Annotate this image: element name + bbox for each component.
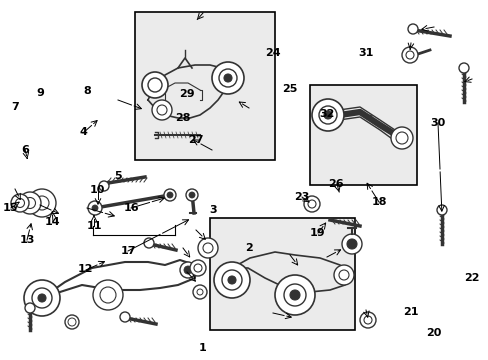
Circle shape (307, 200, 315, 208)
Text: 10: 10 (90, 185, 105, 195)
Circle shape (341, 234, 361, 254)
Circle shape (19, 192, 41, 214)
Circle shape (367, 115, 371, 119)
Circle shape (318, 106, 336, 124)
Circle shape (68, 318, 76, 326)
Bar (209, 218, 354, 330)
Circle shape (120, 312, 130, 322)
Circle shape (189, 192, 195, 198)
Text: 21: 21 (402, 307, 418, 318)
Text: 11: 11 (86, 221, 102, 231)
Circle shape (38, 294, 46, 302)
Circle shape (180, 262, 196, 278)
Circle shape (346, 239, 356, 249)
Circle shape (143, 238, 154, 248)
Text: 26: 26 (328, 179, 344, 189)
Circle shape (214, 262, 249, 298)
Text: 17: 17 (120, 246, 136, 256)
Circle shape (212, 62, 244, 94)
Text: 14: 14 (45, 217, 61, 228)
Circle shape (28, 189, 56, 217)
Circle shape (11, 194, 29, 212)
Text: 5: 5 (114, 171, 122, 181)
Circle shape (304, 196, 319, 212)
Text: 31: 31 (357, 48, 373, 58)
Circle shape (274, 275, 314, 315)
Text: 29: 29 (179, 89, 194, 99)
Circle shape (88, 201, 102, 215)
Text: 3: 3 (208, 204, 216, 215)
Circle shape (359, 312, 375, 328)
Text: 7: 7 (11, 102, 19, 112)
Circle shape (363, 316, 371, 324)
Circle shape (227, 276, 236, 284)
Circle shape (458, 63, 468, 73)
Text: 16: 16 (123, 203, 139, 213)
Text: 20: 20 (426, 328, 441, 338)
Text: 23: 23 (294, 192, 309, 202)
Circle shape (93, 280, 123, 310)
Circle shape (142, 72, 168, 98)
Circle shape (324, 111, 331, 119)
Circle shape (219, 69, 237, 87)
Circle shape (222, 270, 242, 290)
Circle shape (193, 285, 206, 299)
Circle shape (390, 127, 412, 149)
Circle shape (24, 280, 60, 316)
Circle shape (157, 105, 167, 115)
Text: 12: 12 (78, 264, 93, 274)
Text: 8: 8 (83, 86, 91, 96)
Circle shape (311, 99, 343, 131)
Text: 2: 2 (245, 243, 253, 253)
Circle shape (92, 205, 98, 211)
Circle shape (289, 290, 299, 300)
Circle shape (163, 189, 176, 201)
Text: 1: 1 (199, 343, 206, 354)
Circle shape (284, 284, 305, 306)
Text: 28: 28 (175, 113, 191, 123)
Circle shape (99, 181, 109, 191)
Text: 18: 18 (370, 197, 386, 207)
Text: 4: 4 (79, 127, 87, 138)
Text: 24: 24 (264, 48, 280, 58)
Circle shape (100, 287, 116, 303)
Circle shape (436, 205, 446, 215)
Circle shape (65, 315, 79, 329)
Circle shape (25, 303, 35, 313)
Text: 27: 27 (187, 135, 203, 145)
Circle shape (148, 78, 162, 92)
Circle shape (194, 264, 202, 272)
Circle shape (338, 270, 348, 280)
Circle shape (401, 47, 417, 63)
Circle shape (35, 196, 49, 210)
Bar (309, 85, 416, 185)
Circle shape (198, 238, 218, 258)
Text: 9: 9 (36, 88, 44, 98)
Circle shape (407, 24, 417, 34)
Text: 22: 22 (463, 273, 479, 283)
Circle shape (224, 74, 231, 82)
Text: 19: 19 (309, 228, 325, 238)
Circle shape (190, 260, 205, 276)
Circle shape (32, 288, 52, 308)
Text: 25: 25 (281, 84, 297, 94)
Circle shape (183, 266, 192, 274)
Circle shape (152, 100, 172, 120)
Circle shape (185, 189, 198, 201)
Text: 15: 15 (3, 203, 19, 213)
Text: 6: 6 (21, 145, 29, 156)
Text: 32: 32 (318, 109, 334, 120)
Circle shape (167, 192, 173, 198)
Circle shape (333, 265, 353, 285)
Circle shape (24, 198, 36, 208)
Circle shape (395, 132, 407, 144)
Circle shape (16, 198, 24, 207)
Circle shape (197, 289, 203, 295)
Text: 30: 30 (429, 118, 445, 128)
Bar (135, 12, 274, 160)
Circle shape (405, 51, 413, 59)
Text: 13: 13 (19, 235, 35, 246)
Circle shape (203, 243, 213, 253)
